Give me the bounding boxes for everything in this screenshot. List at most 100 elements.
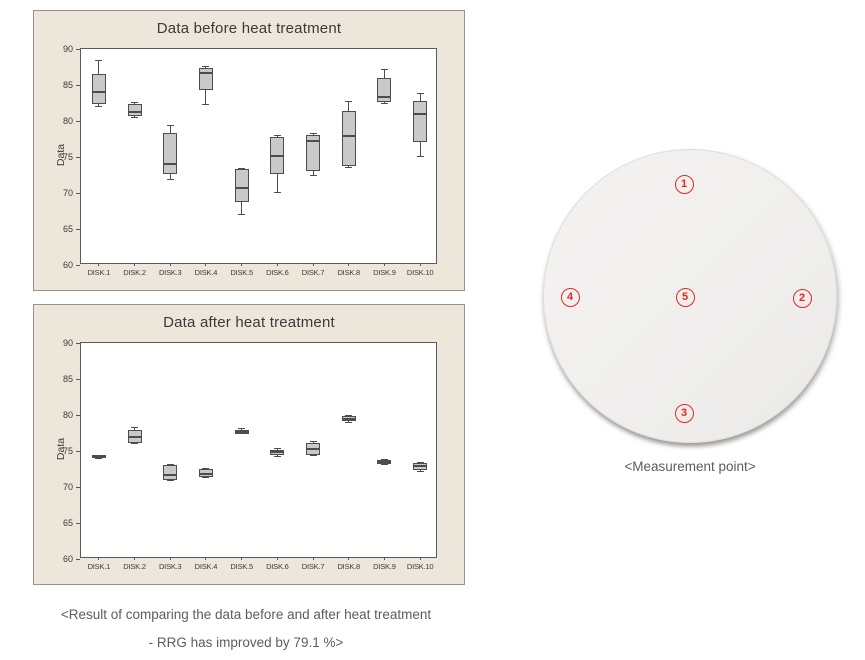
y-tick-mark xyxy=(76,558,80,560)
x-tick-label: DISK.9 xyxy=(373,562,396,571)
box-disk-2-whisker-cap-bottom xyxy=(131,117,139,119)
box-disk-3 xyxy=(163,465,178,480)
x-tick-label: DISK.2 xyxy=(123,268,146,277)
box-disk-2 xyxy=(127,104,142,116)
box-disk-7-whisker-cap-top xyxy=(309,440,317,442)
box-disk-5-whisker-cap-bottom xyxy=(238,213,246,215)
y-tick-mark xyxy=(76,378,80,380)
box-disk-8-median xyxy=(341,417,356,420)
box-disk-9-whisker-cap-bottom xyxy=(380,103,388,105)
before-chart-panel: Data before heat treatment Data 90 85 80 75… xyxy=(33,10,465,291)
x-tick-label: DISK.10 xyxy=(406,562,434,571)
box-disk-6-whisker-cap-bottom xyxy=(273,455,281,457)
x-tick-label: DISK.6 xyxy=(266,562,289,571)
x-tick-mark xyxy=(241,557,243,560)
box-disk-10-whisker-cap-bottom xyxy=(416,470,424,472)
x-tick-label: DISK.3 xyxy=(158,562,182,571)
box-disk-5 xyxy=(234,169,249,202)
y-tick-label: 65 xyxy=(62,517,73,528)
y-tick-mark xyxy=(76,192,80,194)
x-tick-mark xyxy=(419,557,421,560)
y-tick-mark xyxy=(76,84,80,86)
box-disk-9-whisker-cap-top xyxy=(380,69,388,71)
x-tick-label: DISK.8 xyxy=(337,562,361,571)
chart-title-after: Data after heat treatment xyxy=(163,314,335,331)
y-tick-label: 90 xyxy=(62,337,73,348)
measurement-point-4: 4 xyxy=(560,287,580,307)
box-disk-8-whisker-cap-bottom xyxy=(345,421,353,423)
after-plot-area: Data 90 85 80 75 70 65 60 DISK.1 DISK.2 DISK.3 DIS… xyxy=(55,338,437,571)
box-disk-6-whisker-cap-bottom xyxy=(273,192,281,193)
box-disk-2-median xyxy=(127,436,142,439)
box-disk-5-whisker-cap-top xyxy=(238,167,246,169)
x-tick-mark xyxy=(312,263,314,266)
box-disk-8 xyxy=(341,110,356,166)
x-tick-mark xyxy=(419,263,421,266)
y-tick-mark xyxy=(76,156,80,158)
box-disk-8-whisker-cap-top xyxy=(345,100,353,102)
x-tick-label: DISK.5 xyxy=(230,562,253,571)
y-tick-label: 60 xyxy=(62,259,73,270)
x-tick-label: DISK.4 xyxy=(194,562,218,571)
box-disk-1-whisker-cap-top xyxy=(95,454,103,456)
box-disk-7-median xyxy=(306,447,321,450)
before-plot-area: Data 90 85 80 75 70 65 60 DISK.1 DISK.2 DISK.3 DIS… xyxy=(55,44,437,277)
box-disk-10-median xyxy=(413,465,428,468)
box-disk-10-median xyxy=(413,112,428,115)
x-tick-mark xyxy=(205,263,207,266)
x-tick-label: DISK.2 xyxy=(123,562,146,571)
box-disk-3-whisker-cap-top xyxy=(166,125,174,127)
box-disk-10 xyxy=(413,100,428,142)
y-tick-label: 85 xyxy=(62,79,73,90)
x-tick-mark xyxy=(348,263,350,266)
y-tick-label: 75 xyxy=(62,445,73,456)
box-disk-7-median xyxy=(306,140,321,143)
box-disk-4-whisker-cap-bottom xyxy=(202,104,210,106)
box-disk-8-median xyxy=(341,135,356,138)
y-tick-label: 80 xyxy=(62,409,73,420)
box-disk-8-whisker-cap-bottom xyxy=(345,166,353,168)
box-disk-2-whisker-cap-top xyxy=(131,101,139,103)
after-chart-panel: Data after heat treatment Data 90 85 80 75 7… xyxy=(33,304,465,585)
box-disk-9-median xyxy=(377,460,392,463)
box-disk-3-median xyxy=(163,163,178,166)
x-tick-label: DISK.6 xyxy=(266,268,289,277)
box-disk-10-whisker-cap-top xyxy=(416,461,424,463)
box-disk-7-whisker-cap-top xyxy=(309,133,317,135)
box-disk-3 xyxy=(163,132,178,174)
box-disk-2-median xyxy=(127,111,142,114)
x-tick-label: DISK.3 xyxy=(158,268,182,277)
box-disk-10-whisker-cap-top xyxy=(416,92,424,94)
measurement-caption: <Measurement point> xyxy=(624,459,756,474)
y-tick-mark xyxy=(76,228,80,230)
y-tick-label: 65 xyxy=(62,223,73,234)
box-disk-2-whisker-cap-bottom xyxy=(131,442,139,444)
y-tick-mark xyxy=(76,342,80,344)
box-disk-1-whisker-cap-bottom xyxy=(95,457,103,459)
x-tick-label: DISK.4 xyxy=(194,268,218,277)
x-tick-label: DISK.8 xyxy=(337,268,361,277)
x-tick-mark xyxy=(98,557,100,560)
box-disk-9-whisker-cap-bottom xyxy=(380,463,388,465)
x-tick-mark xyxy=(276,263,278,266)
box-disk-3-whisker-cap-bottom xyxy=(166,479,174,481)
box-disk-7 xyxy=(306,134,321,172)
box-disk-1-median xyxy=(91,91,106,94)
y-tick-mark xyxy=(76,522,80,524)
box-disk-4-whisker-cap-top xyxy=(202,467,210,469)
box-disk-6-median xyxy=(270,154,285,157)
y-tick-label: 85 xyxy=(62,373,73,384)
x-tick-mark xyxy=(169,263,171,266)
box-disk-7-whisker-cap-bottom xyxy=(309,174,317,176)
wafer-disk-diagram: 1 2 3 4 5 xyxy=(543,149,837,443)
x-tick-mark xyxy=(276,557,278,560)
x-tick-mark xyxy=(169,557,171,560)
y-tick-mark xyxy=(76,414,80,416)
chart-title-before: Data before heat treatment xyxy=(156,20,342,37)
box-disk-5-whisker-cap-bottom xyxy=(238,433,246,435)
box-disk-4-median xyxy=(198,473,213,476)
measurement-point-2: 2 xyxy=(792,288,812,308)
box-disk-5-whisker-cap-top xyxy=(238,427,246,429)
x-tick-label: DISK.7 xyxy=(301,268,325,277)
box-disk-8-whisker-cap-top xyxy=(345,415,353,416)
